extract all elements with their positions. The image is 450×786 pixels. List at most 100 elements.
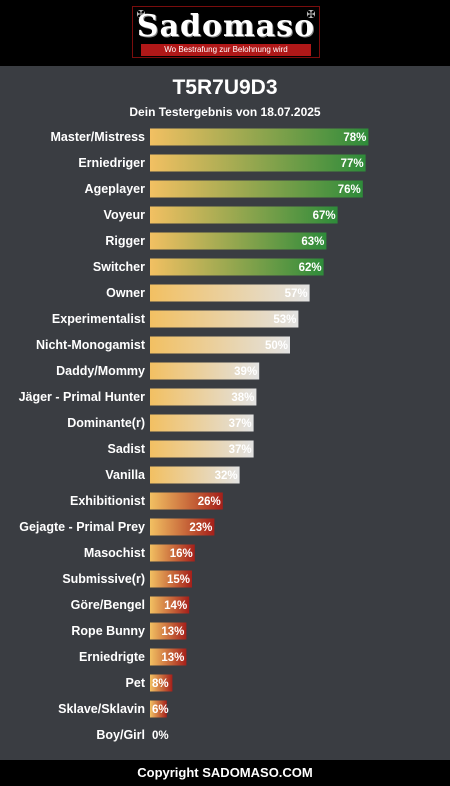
- bar-row: Jäger - Primal Hunter 38%: [19, 388, 257, 406]
- bar-row: Ageplayer 76%: [85, 180, 363, 198]
- value-label: 32%: [215, 470, 238, 482]
- category-label: Experimentalist: [52, 312, 146, 326]
- bar: [150, 700, 167, 718]
- bar: [150, 388, 257, 406]
- bar-row: Owner 57%: [106, 284, 310, 302]
- category-label: Daddy/Mommy: [56, 364, 145, 378]
- category-label: Erniedrigte: [79, 650, 145, 664]
- value-label: 37%: [229, 418, 252, 430]
- bar-row: Submissive(r) 15%: [62, 570, 192, 588]
- bar-row: Erniedrigte 13%: [79, 648, 187, 666]
- bar-row: Pet 8%: [126, 674, 173, 692]
- category-label: Vanilla: [105, 468, 146, 482]
- bar: [150, 284, 310, 302]
- bar: [150, 232, 327, 250]
- bar: [150, 466, 240, 484]
- value-label: 77%: [341, 158, 364, 170]
- value-label: 13%: [161, 626, 184, 638]
- ornament-icon: ✠: [306, 9, 316, 21]
- category-label: Nicht-Monogamist: [36, 338, 146, 352]
- bar: [150, 180, 363, 198]
- bar: [150, 596, 190, 614]
- value-label: 53%: [273, 314, 296, 326]
- bar: [150, 206, 338, 224]
- value-label: 63%: [301, 236, 324, 248]
- category-label: Sadist: [107, 442, 145, 456]
- bar: [150, 570, 192, 588]
- bar: [150, 544, 195, 562]
- category-label: Rigger: [105, 234, 145, 248]
- bar-row: Nicht-Monogamist 50%: [36, 336, 290, 354]
- bar-row: Exhibitionist 26%: [70, 492, 223, 510]
- bar: [150, 622, 187, 640]
- bar-row: Experimentalist 53%: [52, 310, 299, 328]
- value-label: 14%: [164, 600, 187, 612]
- logo-text: Sadomaso: [136, 9, 316, 44]
- footer-copyright: Copyright SADOMASO.COM: [0, 760, 450, 786]
- result-bar-chart: Master/Mistress 78% Erniedriger 77% Ageplaye…: [19, 128, 369, 742]
- value-label: 37%: [229, 444, 252, 456]
- value-label: 67%: [313, 210, 336, 222]
- bar-row: Sadist 37%: [107, 440, 254, 458]
- bar: [150, 258, 324, 276]
- bar-row: Sklave/Sklavin 6%: [58, 700, 169, 718]
- site-header: ✠ ✠ Sadomaso Wo Bestrafung zur Belohnung…: [0, 0, 450, 66]
- bar: [150, 336, 290, 354]
- bar-row: Masochist 16%: [84, 544, 195, 562]
- value-label: 38%: [231, 392, 254, 404]
- value-label: 6%: [152, 704, 169, 716]
- category-label: Owner: [106, 286, 145, 300]
- value-label: 50%: [265, 340, 288, 352]
- bar: [150, 518, 215, 536]
- result-title: T5R7U9D3: [172, 76, 278, 99]
- category-label: Gejagte - Primal Prey: [19, 520, 145, 534]
- bar-row: Dominante(r) 37%: [67, 414, 254, 432]
- value-label: 16%: [170, 548, 193, 560]
- category-label: Submissive(r): [62, 572, 145, 586]
- category-label: Dominante(r): [67, 416, 145, 430]
- value-label: 57%: [285, 288, 308, 300]
- bar: [150, 648, 187, 666]
- category-label: Switcher: [93, 260, 145, 274]
- bar-row: Master/Mistress 78%: [51, 128, 369, 146]
- category-label: Boy/Girl: [96, 728, 145, 742]
- bar-row: Göre/Bengel 14%: [71, 596, 190, 614]
- category-label: Pet: [126, 676, 146, 690]
- bar-row: Voyeur 67%: [104, 206, 338, 224]
- bar: [150, 362, 260, 380]
- bar: [150, 492, 223, 510]
- category-label: Master/Mistress: [51, 130, 146, 144]
- value-label: 0%: [152, 730, 169, 742]
- value-label: 39%: [234, 366, 257, 378]
- category-label: Voyeur: [104, 208, 146, 222]
- bar-row: Erniedriger 77%: [78, 154, 366, 172]
- bar-row: Daddy/Mommy 39%: [56, 362, 260, 380]
- value-label: 13%: [161, 652, 184, 664]
- category-label: Ageplayer: [85, 182, 146, 196]
- bar-row: Boy/Girl 0%: [96, 728, 168, 742]
- category-label: Erniedriger: [78, 156, 145, 170]
- bar: [150, 674, 173, 692]
- bar: [150, 154, 366, 172]
- bar-row: Gejagte - Primal Prey 23%: [19, 518, 215, 536]
- value-label: 78%: [343, 132, 366, 144]
- value-label: 62%: [299, 262, 322, 274]
- category-label: Göre/Bengel: [71, 598, 145, 612]
- value-label: 8%: [152, 678, 169, 690]
- value-label: 26%: [198, 496, 221, 508]
- bar-row: Rigger 63%: [105, 232, 327, 250]
- bar: [150, 440, 254, 458]
- logo-tagline: Wo Bestrafung zur Belohnung wird: [141, 44, 311, 56]
- category-label: Exhibitionist: [70, 494, 146, 508]
- site-logo[interactable]: ✠ ✠ Sadomaso Wo Bestrafung zur Belohnung…: [132, 6, 320, 58]
- bar: [150, 414, 254, 432]
- value-label: 15%: [167, 574, 190, 586]
- bar: [150, 310, 299, 328]
- category-label: Masochist: [84, 546, 146, 560]
- category-label: Sklave/Sklavin: [58, 702, 145, 716]
- category-label: Rope Bunny: [71, 624, 145, 638]
- bar: [150, 128, 369, 146]
- category-label: Jäger - Primal Hunter: [19, 390, 146, 404]
- bar-row: Switcher 62%: [93, 258, 324, 276]
- bar-row: Vanilla 32%: [105, 466, 240, 484]
